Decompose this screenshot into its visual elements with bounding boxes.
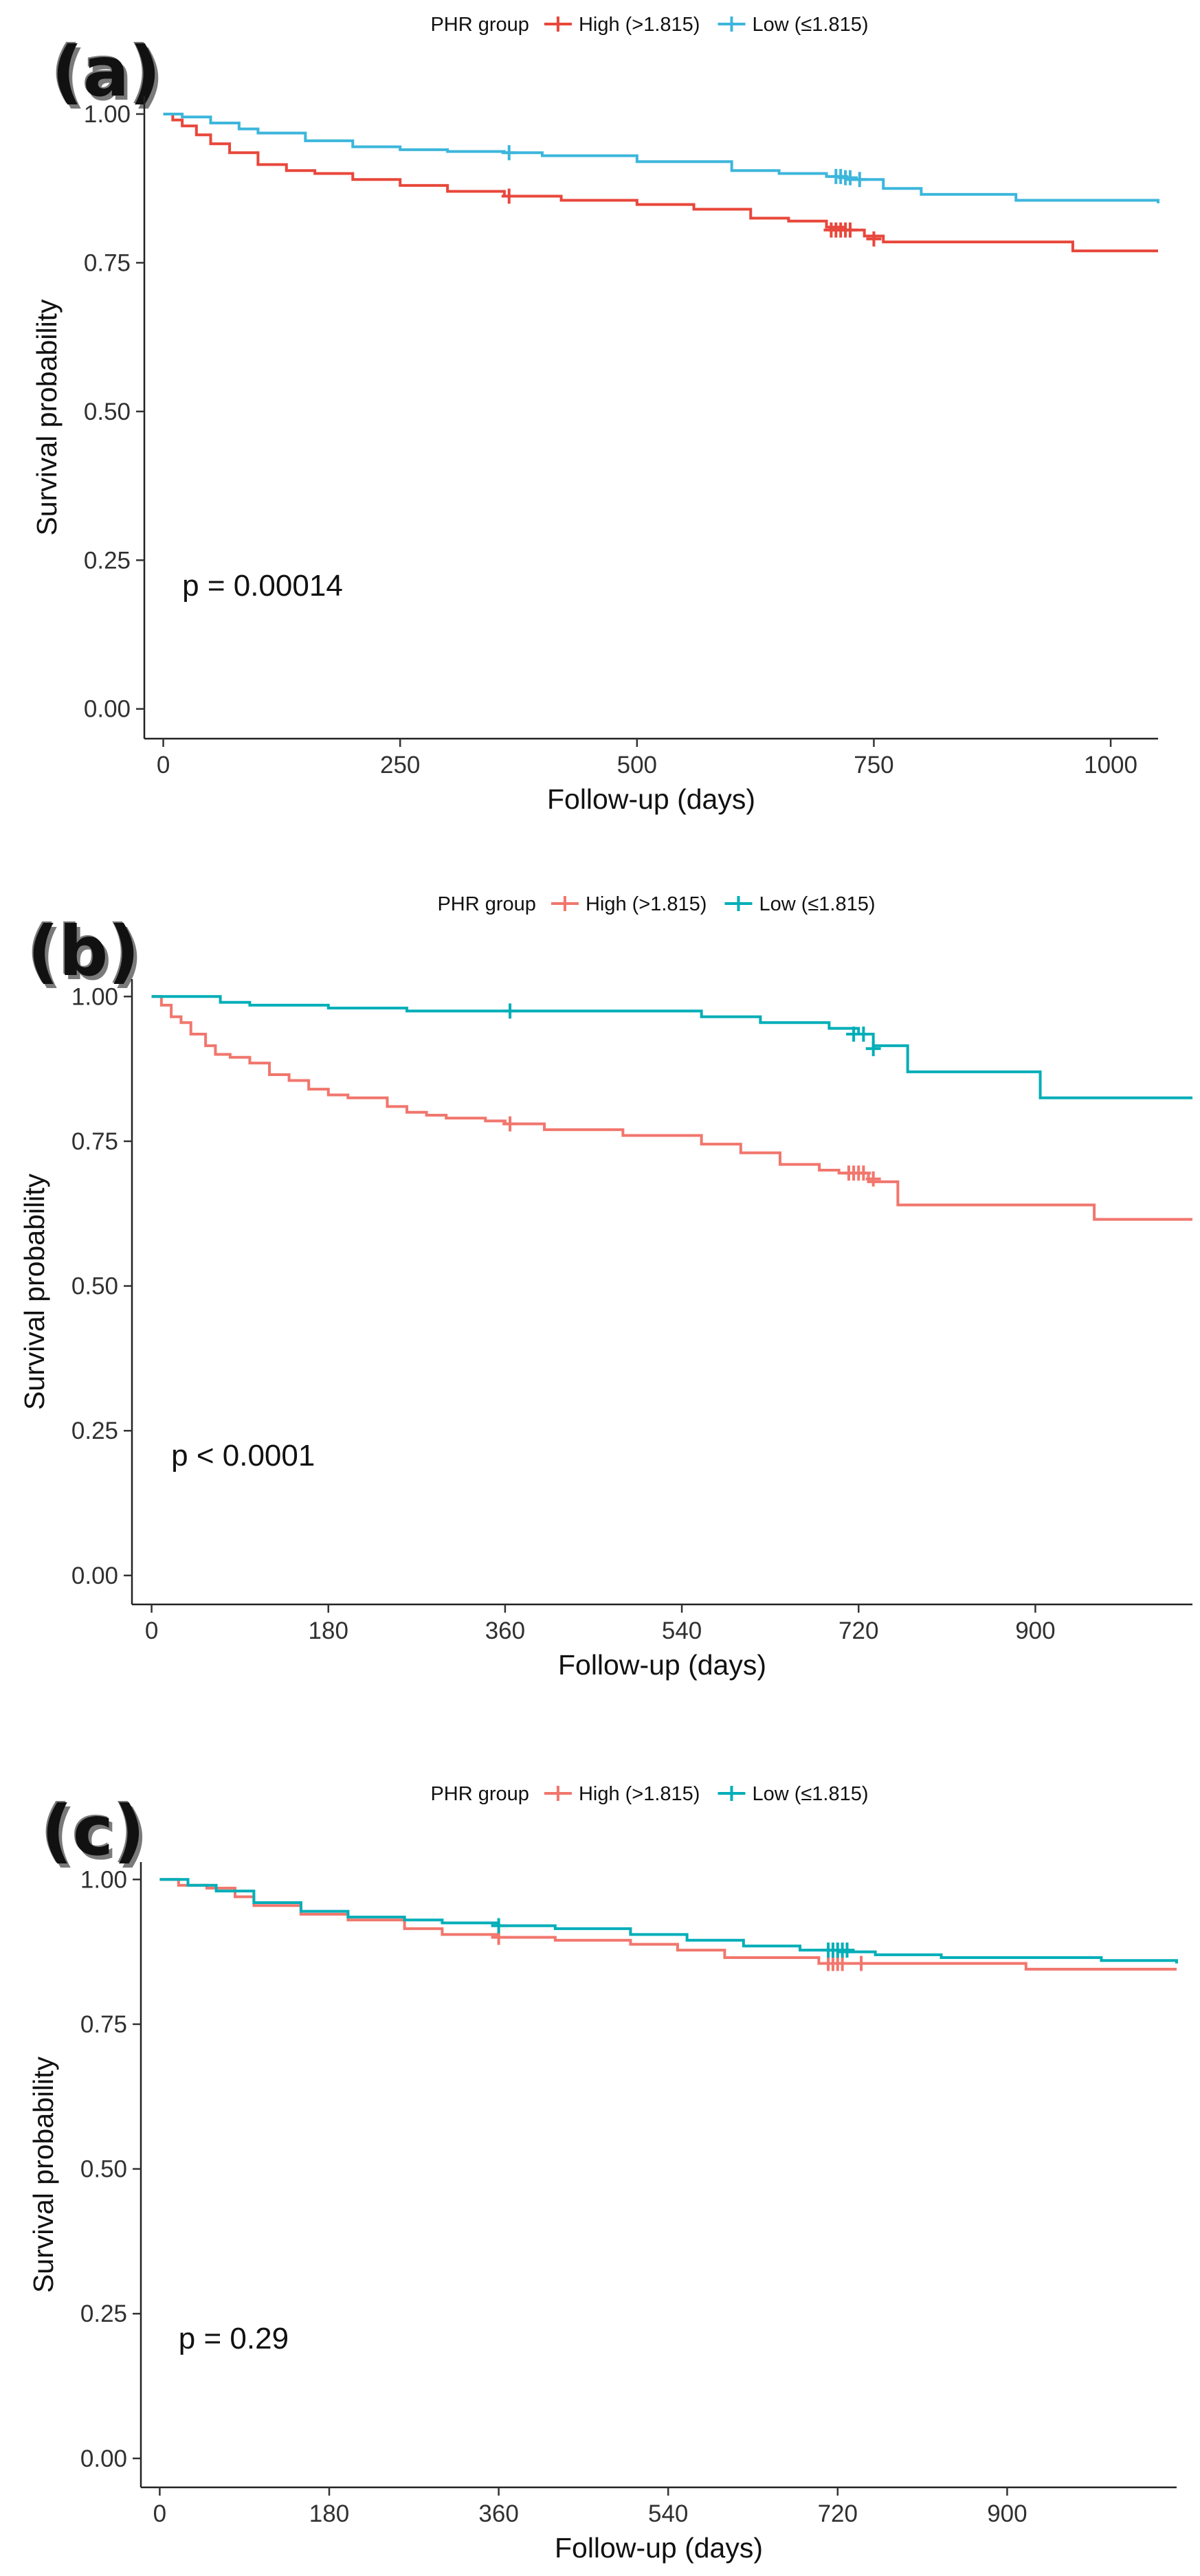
legend-label-low: Low (≤1.815) <box>752 14 868 36</box>
x-tick-label: 0 <box>157 752 170 779</box>
km-panel-2: (b) 0 180 360 540 720 900 0.00 0.25 0.50 0.75 1.00 F… <box>0 859 1200 1704</box>
p-value-annotation: p = 0.29 <box>179 2322 289 2355</box>
survival-curve-high <box>151 995 1192 1221</box>
x-tick-label: 540 <box>648 2500 688 2527</box>
x-tick-label: 900 <box>987 2500 1027 2527</box>
legend-title: PHR group <box>430 1783 529 1805</box>
censor-mark <box>842 222 858 238</box>
km-chart-svg: 0 250 500 750 1000 0.00 0.25 0.50 0.75 1.00 Follow… <box>31 14 1159 815</box>
x-tick-label: 250 <box>380 752 420 779</box>
censor-mark <box>856 1027 871 1042</box>
x-tick-label: 0 <box>153 2500 166 2527</box>
legend-key-high <box>544 1786 572 1801</box>
y-tick-label: 1.00 <box>80 1866 127 1893</box>
y-axis-title: Survival probability <box>27 2056 59 2293</box>
legend-title: PHR group <box>437 893 535 915</box>
x-tick-label: 750 <box>854 752 893 779</box>
x-tick-label: 0 <box>145 1617 158 1644</box>
km-panel-3: (c) 0 180 360 540 720 900 0.00 0.25 0.50 0.75 1.00 F… <box>0 1725 1200 2576</box>
censor-mark <box>865 1171 881 1187</box>
y-tick-label: 1.00 <box>71 983 118 1010</box>
y-tick-label: 0.25 <box>71 1418 118 1444</box>
p-value-annotation: p = 0.00014 <box>182 569 343 603</box>
censor-mark <box>502 1116 518 1132</box>
censor-mark <box>501 188 517 204</box>
survival-curve-high <box>163 112 1158 253</box>
legend-label-high: High (>1.815) <box>579 14 700 36</box>
legend-label-low: Low (≤1.815) <box>752 1783 868 1805</box>
y-axis-title: Survival probability <box>31 299 63 536</box>
x-axis-title: Follow-up (days) <box>547 783 755 815</box>
legend-key-high <box>544 16 572 32</box>
legend-label-low: Low (≤1.815) <box>759 893 875 915</box>
legend-key-low <box>724 896 753 911</box>
x-tick-label: 360 <box>478 2500 518 2527</box>
censor-mark <box>501 145 517 161</box>
km-panel-1: (a) 0 250 500 750 1000 0.00 0.25 0.50 0.75 1.00 Fol… <box>0 0 1200 838</box>
censor-mark <box>834 1956 850 1971</box>
x-tick-label: 180 <box>309 1617 348 1644</box>
censor-mark <box>839 1942 855 1958</box>
y-tick-label: 0.50 <box>84 399 131 425</box>
censor-mark <box>502 1003 518 1019</box>
x-tick-label: 360 <box>485 1617 525 1644</box>
x-axis-title: Follow-up (days) <box>558 1649 766 1681</box>
y-tick-label: 0.75 <box>84 249 131 276</box>
x-tick-label: 500 <box>617 752 657 779</box>
censor-mark <box>856 1165 871 1181</box>
y-tick-label: 0.50 <box>80 2156 127 2183</box>
legend: PHR group High (>1.815) Low (≤1.815) <box>430 1783 868 1805</box>
x-tick-label: 720 <box>818 2500 858 2527</box>
legend: PHR group High (>1.815) Low (≤1.815) <box>430 14 868 36</box>
panel-label: (b) <box>27 911 140 992</box>
y-tick-label: 0.25 <box>84 547 131 574</box>
x-axis-title: Follow-up (days) <box>555 2532 763 2564</box>
censor-mark <box>866 231 882 247</box>
x-tick-label: 900 <box>1015 1617 1055 1644</box>
y-tick-label: 0.25 <box>80 2300 127 2327</box>
x-tick-label: 1000 <box>1084 752 1137 779</box>
survival-curve-low <box>163 112 1159 203</box>
p-value-annotation: p < 0.0001 <box>171 1439 315 1472</box>
y-tick-label: 0.50 <box>71 1273 118 1300</box>
legend-key-low <box>718 1786 746 1801</box>
panel-label: (a) <box>52 32 161 112</box>
x-tick-label: 720 <box>838 1617 878 1644</box>
km-chart-svg: 0 180 360 540 720 900 0.00 0.25 0.50 0.75 1.00 Foll… <box>27 1783 1178 2564</box>
y-tick-label: 0.00 <box>71 1563 118 1589</box>
legend-label-high: High (>1.815) <box>579 1783 700 1805</box>
censor-mark <box>854 1956 869 1971</box>
censor-mark <box>852 172 867 188</box>
x-tick-label: 540 <box>662 1617 702 1644</box>
y-tick-label: 0.75 <box>80 2011 127 2038</box>
censor-mark <box>865 1041 881 1057</box>
y-tick-label: 0.00 <box>80 2445 127 2472</box>
censor-mark <box>842 170 858 186</box>
legend-label-high: High (>1.815) <box>586 893 707 915</box>
y-axis-title: Survival probability <box>19 1173 50 1410</box>
km-chart-svg: 0 180 360 540 720 900 0.00 0.25 0.50 0.75 1.00 Foll… <box>19 893 1192 1681</box>
legend-key-low <box>718 16 746 32</box>
survival-curve-low <box>159 1878 1178 1964</box>
panel-label: (c) <box>41 1791 145 1871</box>
legend-title: PHR group <box>430 14 529 36</box>
survival-curve-high <box>159 1878 1177 1971</box>
y-tick-label: 0.00 <box>84 696 131 723</box>
x-tick-label: 180 <box>309 2500 349 2527</box>
legend-key-high <box>551 896 579 911</box>
y-tick-label: 1.00 <box>84 101 131 128</box>
legend: PHR group High (>1.815) Low (≤1.815) <box>437 893 875 915</box>
y-tick-label: 0.75 <box>71 1128 118 1155</box>
survival-curve-low <box>151 995 1192 1099</box>
censor-mark <box>491 1918 507 1934</box>
